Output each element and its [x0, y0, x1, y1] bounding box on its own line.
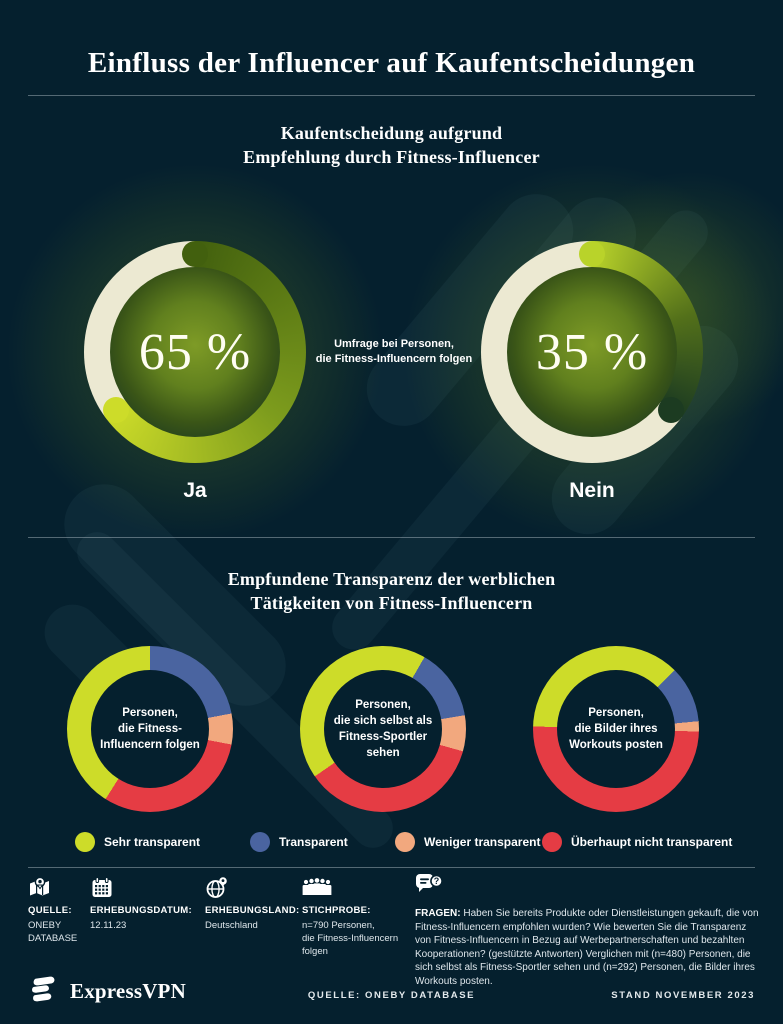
survey-note: Umfrage bei Personen, die Fitness-Influe… — [315, 338, 473, 365]
small-donut-label: Personen, die Bilder ihres Workouts post… — [569, 707, 663, 751]
calendar-icon — [90, 876, 200, 900]
legend-dot-weniger-transparent — [395, 832, 415, 852]
ring-cap — [102, 396, 129, 423]
section1-title: Kaufentscheidung aufgrund Empfehlung dur… — [243, 123, 540, 167]
meta-label: ERHEBUNGSDATUM: — [90, 905, 192, 916]
ring-cap — [182, 241, 208, 267]
donut-label-ja: Ja — [183, 479, 207, 502]
legend-item: Überhaupt nicht transparent — [542, 832, 732, 852]
legend-label: Weniger transparent — [424, 835, 541, 849]
fragen-label: FRAGEN: — [415, 908, 461, 919]
donut-chart-athletes: Personen, die sich selbst als Fitness-Sp… — [300, 646, 466, 812]
meta-label: QUELLE: — [28, 905, 72, 916]
legend-dot-ueberhaupt-nicht-transparent — [542, 832, 562, 852]
source-text: QUELLE: ONEBY DATABASE — [307, 990, 476, 1001]
legend-dot-transparent — [250, 832, 270, 852]
section2-title: Empfundene Transparenz der werblichen Tä… — [227, 569, 556, 613]
map-pin-icon — [28, 876, 86, 900]
donut-chart-ja: 65 % — [84, 241, 306, 463]
brand: ExpressVPN — [28, 974, 186, 1009]
legend-dot-sehr-transparent — [75, 832, 95, 852]
svg-text:?: ? — [434, 876, 440, 886]
ring-cap — [658, 396, 685, 423]
divider — [28, 867, 755, 868]
meta-value: ONEBY DATABASE — [28, 920, 78, 944]
meta-stichprobe: STICHPROBE: n=790 Personen, die Fitness-… — [302, 876, 402, 958]
meta-value: n=790 Personen, die Fitness-Influencern … — [302, 920, 399, 957]
people-icon — [302, 876, 402, 900]
donut-center-glow — [507, 267, 677, 437]
meta-quelle: QUELLE: ONEBY DATABASE — [28, 876, 86, 945]
ring-cap — [579, 241, 605, 267]
meta-value: Deutschland — [205, 920, 258, 931]
donut-center-glow — [110, 267, 280, 437]
meta-erhebungsdatum: ERHEBUNGSDATUM: 12.11.23 — [90, 876, 200, 932]
expressvpn-logo-icon — [28, 974, 60, 1009]
donut-chart-nein: 35 % — [481, 241, 703, 463]
page-title: Einfluss der Influencer auf Kaufentschei… — [87, 47, 696, 80]
legend-item: Transparent — [250, 832, 348, 852]
fragen-text: FRAGEN: Haben Sie bereits Produkte oder … — [415, 908, 759, 987]
donut-label-nein: Nein — [569, 479, 615, 502]
brand-wordmark: ExpressVPN — [70, 979, 186, 1003]
meta-erhebungsland: ERHEBUNGSLAND: Deutschland — [205, 876, 300, 932]
divider — [28, 537, 755, 538]
globe-pin-icon — [205, 876, 300, 900]
meta-value: 12.11.23 — [90, 920, 127, 931]
stand-text: STAND NOVEMBER 2023 — [611, 990, 755, 1001]
divider — [28, 95, 755, 96]
legend-item: Weniger transparent — [395, 832, 540, 852]
meta-label: STICHPROBE: — [302, 905, 371, 916]
meta-label: ERHEBUNGSLAND: — [205, 905, 300, 916]
fragen-block: ? FRAGEN: Haben Sie bereits Produkte ode… — [415, 872, 760, 989]
small-donut-label: Personen, die sich selbst als Fitness-Sp… — [333, 699, 433, 759]
donut-chart-followers: Personen, die Fitness- Influencern folge… — [67, 646, 233, 812]
donut-chart-posters: Personen, die Bilder ihres Workouts post… — [533, 646, 699, 812]
legend-item: Sehr transparent — [75, 832, 200, 852]
donut-value-ja: 65 % — [138, 323, 252, 381]
legend-label: Überhaupt nicht transparent — [571, 835, 733, 849]
legend-label: Sehr transparent — [104, 835, 201, 849]
donut-value-nein: 35 % — [535, 323, 649, 381]
chat-question-icon: ? — [415, 872, 760, 901]
legend-label: Transparent — [279, 835, 348, 849]
small-donut-label: Personen, die Fitness- Influencern folge… — [100, 707, 200, 751]
